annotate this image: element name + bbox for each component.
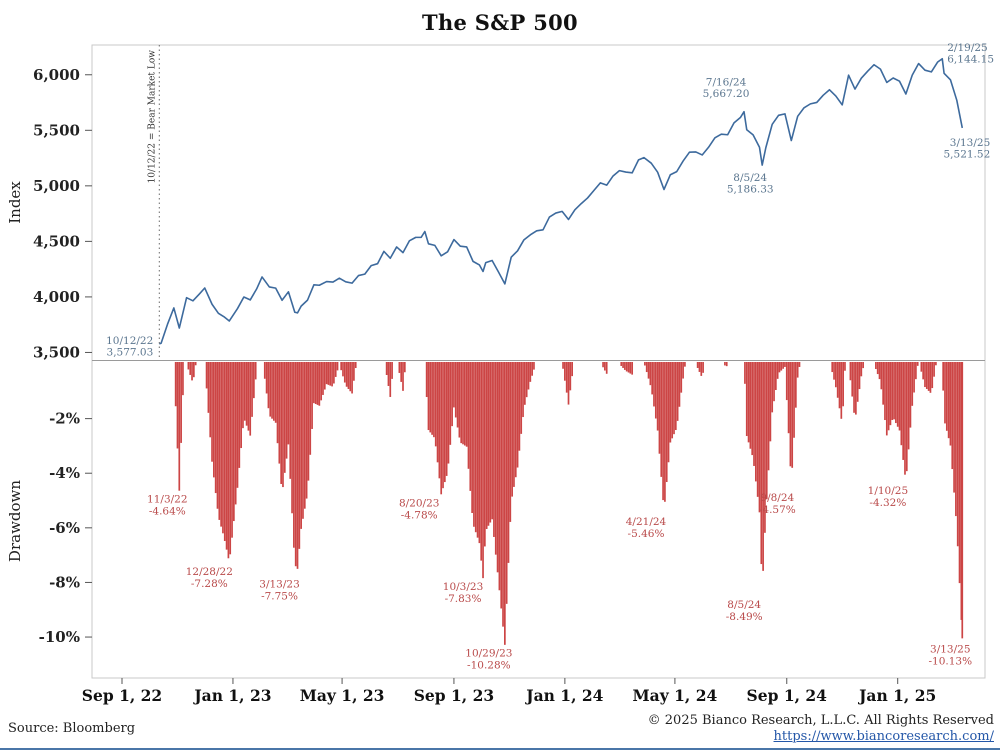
svg-text:-10.13%: -10.13% <box>928 656 972 668</box>
svg-text:6,000: 6,000 <box>33 66 80 84</box>
svg-text:12/28/22: 12/28/22 <box>186 566 233 578</box>
index-axis-title: Index <box>6 181 24 224</box>
svg-text:-4.64%: -4.64% <box>149 506 186 518</box>
drawdown-y-axis: -2% -4% -6% -8% -10% <box>39 410 92 646</box>
svg-text:5,667.20: 5,667.20 <box>703 88 750 100</box>
drawdown-axis-title: Drawdown <box>6 480 24 562</box>
svg-text:-7.83%: -7.83% <box>445 593 482 605</box>
svg-text:10/3/23: 10/3/23 <box>443 581 483 593</box>
svg-text:1/10/25: 1/10/25 <box>868 485 908 497</box>
svg-text:5,000: 5,000 <box>33 177 80 195</box>
svg-text:Sep 1, 23: Sep 1, 23 <box>414 686 494 705</box>
svg-text:-8%: -8% <box>49 573 80 591</box>
svg-text:3,500: 3,500 <box>33 343 80 361</box>
chart-title: The S&P 500 <box>422 10 578 35</box>
svg-text:5,500: 5,500 <box>33 121 80 139</box>
plot-frame <box>91 44 986 679</box>
svg-text:Jan 1, 24: Jan 1, 24 <box>524 686 603 705</box>
svg-text:3,577.03: 3,577.03 <box>107 346 154 358</box>
svg-text:9/8/24: 9/8/24 <box>760 492 794 504</box>
bear-market-low-vline: 10/12/22 = Bear Market Low <box>147 45 160 359</box>
svg-text:-5.46%: -5.46% <box>628 528 665 540</box>
svg-text:8/20/23: 8/20/23 <box>399 498 439 510</box>
svg-text:3/13/23: 3/13/23 <box>259 579 299 591</box>
svg-text:-6%: -6% <box>49 519 80 537</box>
svg-text:4/21/24: 4/21/24 <box>626 516 667 528</box>
website-link[interactable]: https://www.biancoresearch.com/ <box>773 728 994 744</box>
svg-text:8/5/24: 8/5/24 <box>727 599 761 611</box>
svg-text:-8.49%: -8.49% <box>726 611 763 623</box>
svg-text:-4.78%: -4.78% <box>401 510 438 522</box>
index-annotations: 10/12/223,577.03 7/16/245,667.20 8/5/245,1… <box>106 42 994 359</box>
x-axis: Sep 1, 22 Jan 1, 23 May 1, 23 Sep 1, 23 Jan … <box>82 678 936 705</box>
svg-text:May 1, 23: May 1, 23 <box>300 686 385 705</box>
svg-text:May 1, 24: May 1, 24 <box>633 686 718 705</box>
svg-text:7/16/24: 7/16/24 <box>706 77 747 89</box>
drawdown-annotations: 11/3/22-4.64% 12/28/22-7.28% 3/13/23-7.75%… <box>147 485 972 672</box>
svg-text:2/19/25: 2/19/25 <box>947 42 987 54</box>
rights-block: © 2025 Bianco Research, L.L.C. All Right… <box>648 713 994 746</box>
svg-text:4,500: 4,500 <box>33 232 80 250</box>
svg-text:Sep 1, 22: Sep 1, 22 <box>82 686 162 705</box>
svg-text:-7.28%: -7.28% <box>191 578 228 590</box>
svg-text:11/3/22: 11/3/22 <box>147 494 187 506</box>
svg-text:6,144.15: 6,144.15 <box>947 53 994 65</box>
svg-text:-4%: -4% <box>49 464 80 482</box>
svg-text:10/29/23: 10/29/23 <box>465 648 512 660</box>
svg-text:Jan 1, 23: Jan 1, 23 <box>192 686 271 705</box>
bottom-border <box>0 748 1000 750</box>
svg-text:3/13/25: 3/13/25 <box>950 137 990 149</box>
svg-text:Sep 1, 24: Sep 1, 24 <box>747 686 828 705</box>
index-y-axis: 3,500 4,000 4,500 5,000 5,500 6,000 <box>33 66 92 361</box>
svg-text:5,521.52: 5,521.52 <box>944 148 991 160</box>
svg-text:4,000: 4,000 <box>33 288 80 306</box>
index-line <box>159 57 964 345</box>
bear-market-low-label: 10/12/22 = Bear Market Low <box>147 50 157 184</box>
svg-text:-10%: -10% <box>39 628 80 646</box>
svg-text:Jan 1, 25: Jan 1, 25 <box>857 686 936 705</box>
svg-text:-10.28%: -10.28% <box>467 660 511 672</box>
footer: Source: Bloomberg © 2025 Bianco Research… <box>8 713 994 746</box>
copyright-text: © 2025 Bianco Research, L.L.C. All Right… <box>647 712 994 728</box>
drawdown-bars <box>174 362 964 645</box>
svg-text:-2%: -2% <box>49 410 80 428</box>
svg-text:-7.75%: -7.75% <box>261 591 298 603</box>
svg-text:3/13/25: 3/13/25 <box>930 644 970 656</box>
svg-text:5,186.33: 5,186.33 <box>727 184 774 196</box>
svg-text:-4.32%: -4.32% <box>869 497 906 509</box>
source-label: Source: Bloomberg <box>8 721 136 736</box>
svg-text:-4.57%: -4.57% <box>759 504 796 516</box>
svg-text:8/5/24: 8/5/24 <box>733 172 767 184</box>
svg-text:10/12/22: 10/12/22 <box>106 335 153 347</box>
